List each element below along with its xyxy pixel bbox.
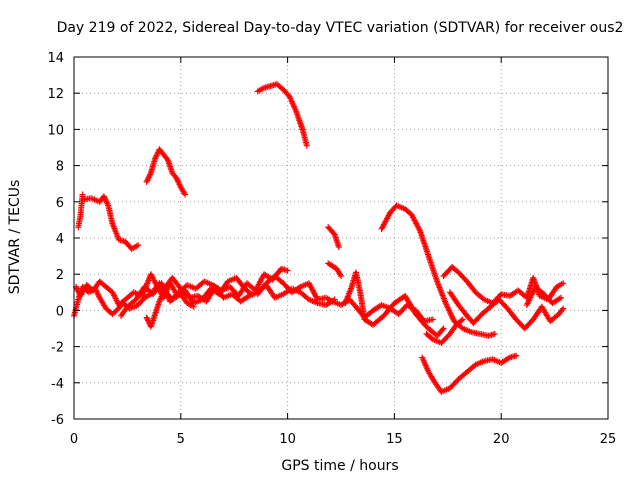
data-points	[71, 81, 567, 395]
x-tick-label: 15	[386, 432, 403, 447]
data-point	[439, 326, 446, 333]
data-point	[491, 330, 498, 337]
data-point	[303, 142, 310, 149]
data-point	[513, 352, 520, 359]
y-tick-label: -4	[51, 377, 64, 392]
data-point	[335, 244, 342, 251]
series-arc-n	[423, 316, 466, 346]
y-axis-label: SDTVAR / TECUs	[7, 180, 23, 295]
y-tick-label: 4	[56, 232, 64, 247]
x-axis-label: GPS time / hours	[281, 458, 398, 474]
data-point	[560, 280, 567, 287]
series-arc-h	[75, 191, 86, 231]
data-point	[338, 273, 344, 280]
series-arc-o	[419, 352, 520, 395]
series-arc-f	[342, 269, 447, 339]
y-tick-label: 10	[47, 123, 64, 138]
y-tick-label: -6	[51, 413, 64, 428]
series-arc-i	[143, 146, 189, 198]
y-tick-label: 12	[47, 87, 64, 102]
series-arc-q	[446, 289, 567, 332]
data-point	[560, 305, 567, 312]
data-point	[559, 306, 566, 313]
y-tick-label: -2	[51, 341, 64, 356]
y-tick-label: 0	[56, 304, 64, 319]
x-tick-label: 20	[493, 432, 510, 447]
chart-title: Day 219 of 2022, Sidereal Day-to-day VTE…	[57, 20, 624, 36]
y-tick-label: 6	[56, 196, 64, 211]
axis-ticks: 0 5 10 15 20 25 -6 -4 -2 0 2 4 6 8 10 12 14	[47, 51, 616, 447]
y-tick-label: 8	[56, 160, 64, 175]
data-point	[284, 267, 291, 274]
series-arc-l	[325, 260, 344, 280]
y-tick-label: 2	[56, 268, 64, 283]
data-point	[182, 191, 189, 198]
data-point	[558, 294, 565, 301]
series-arc-d	[143, 274, 338, 330]
x-tick-label: 5	[177, 432, 185, 447]
series-arc-k	[325, 224, 342, 251]
data-point	[458, 317, 465, 324]
series-arc-r	[523, 283, 565, 308]
x-tick-label: 10	[279, 432, 296, 447]
y-tick-label: 14	[47, 51, 64, 66]
data-point	[79, 191, 86, 198]
data-point	[135, 242, 142, 249]
x-tick-label: 25	[600, 432, 617, 447]
x-tick-label: 0	[70, 432, 78, 447]
series-arc-e	[254, 273, 436, 325]
series-arc-m	[378, 202, 498, 339]
grid-lines	[74, 57, 608, 419]
series-arc-j	[254, 81, 310, 149]
data-point	[440, 325, 447, 332]
data-point	[459, 316, 466, 323]
data-point	[429, 316, 436, 323]
